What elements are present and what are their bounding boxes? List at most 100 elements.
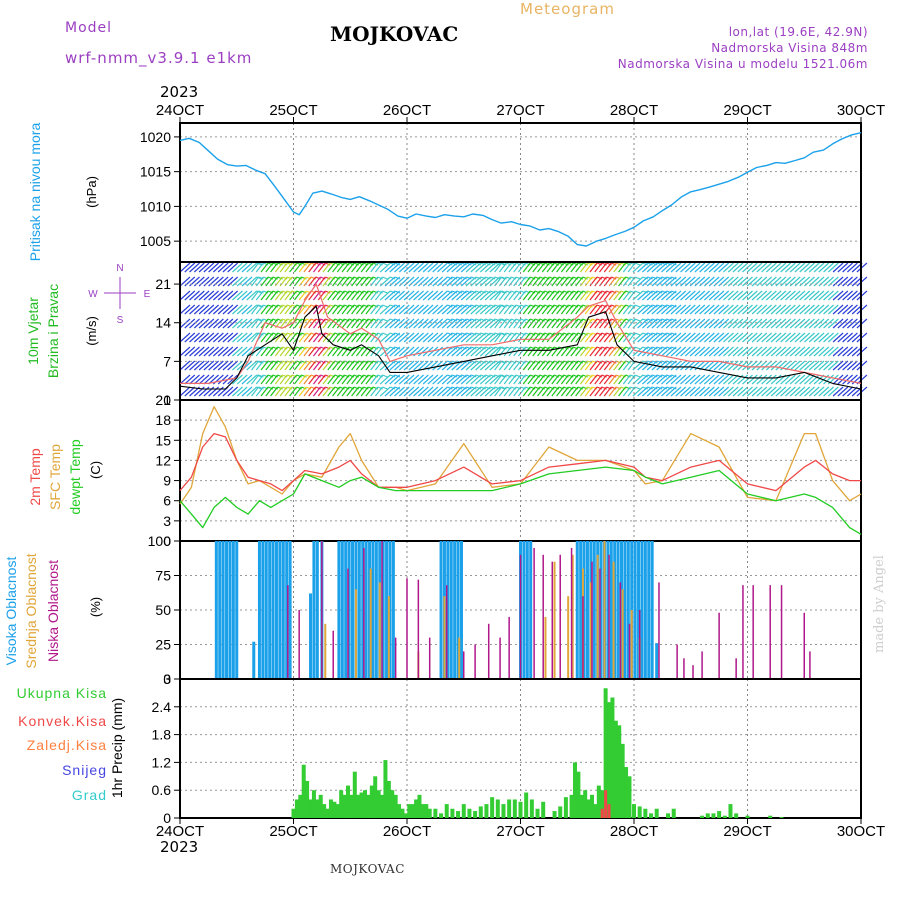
wind-barb	[522, 290, 531, 301]
wind-barb-flag	[456, 290, 463, 294]
cloud-bar-0	[643, 541, 647, 679]
wind-barb	[785, 374, 796, 385]
conv-precip-bar	[600, 808, 604, 818]
wind-barb	[618, 346, 627, 357]
wind-barb	[251, 332, 259, 343]
wind-barb	[708, 318, 720, 329]
precip-bar	[400, 808, 405, 818]
wind-barb-flag	[671, 374, 677, 378]
wind-barb	[332, 374, 341, 385]
wind-barb	[508, 332, 517, 343]
wind-barb	[632, 374, 644, 385]
wind-barb	[503, 360, 512, 371]
cloud-bar-2	[608, 554, 610, 679]
wind-barb	[313, 386, 321, 397]
wind-barb	[384, 386, 396, 397]
wind-barb-flag	[656, 374, 663, 378]
wind-barb	[837, 318, 849, 329]
wind-barb	[189, 276, 200, 287]
wind-barb-flag	[671, 262, 677, 266]
wind-barb	[212, 318, 224, 329]
wind-barb	[437, 290, 448, 301]
wind-barb	[456, 262, 467, 273]
wind-barb-flag	[447, 386, 453, 390]
wind-barb	[351, 332, 360, 343]
wind-barb	[846, 374, 858, 385]
wind-barb	[699, 276, 711, 287]
wind-barb	[556, 262, 565, 273]
cloud-bar-0	[337, 541, 341, 679]
wind-barb	[718, 386, 730, 397]
wind-barb	[346, 374, 355, 385]
wind-barb	[804, 386, 815, 397]
cloud-bar-0	[361, 541, 365, 679]
cloud-bar-1	[567, 596, 570, 679]
wind-barb	[308, 346, 317, 357]
wind-barb	[470, 386, 482, 397]
wind-barb	[355, 290, 364, 301]
precip-bar	[366, 794, 371, 818]
wind-barb	[665, 262, 677, 273]
wind-barb	[727, 386, 739, 397]
wind-barb	[708, 290, 720, 301]
wind-barb	[641, 276, 653, 287]
cloud-bar-0	[274, 541, 278, 679]
wind-barb	[775, 346, 787, 357]
wind-barb-flag	[466, 318, 472, 322]
cloud-bar-2	[463, 651, 465, 679]
wind-barb	[842, 290, 854, 301]
wind-barb	[632, 262, 644, 273]
wind-barb	[446, 304, 458, 315]
wind-barb	[732, 346, 744, 357]
wind-barb	[403, 332, 415, 343]
wind-barb	[527, 374, 536, 385]
wind-barb	[413, 318, 424, 329]
pressure-line	[179, 132, 862, 247]
wind-barb	[661, 374, 672, 385]
wind-barb	[799, 374, 811, 385]
wind-barb	[756, 386, 768, 397]
wind-barb	[699, 332, 711, 343]
wind-barb	[727, 304, 739, 315]
precip-bar	[558, 806, 563, 818]
y-tick-label: 21	[155, 392, 171, 408]
wind-barb-flag	[634, 276, 641, 280]
wind-barb	[322, 262, 331, 273]
wind-barb	[475, 346, 486, 357]
wind-barb	[756, 276, 768, 287]
wind-barb	[212, 360, 224, 371]
wind-barb	[765, 374, 777, 385]
wind-barb	[284, 386, 293, 397]
wind-barb	[560, 360, 569, 371]
wind-barb	[570, 332, 579, 343]
wind-barb	[670, 290, 682, 301]
wind-barb	[336, 304, 345, 315]
wind-barb	[527, 360, 536, 371]
cloud-bar-2	[701, 651, 703, 679]
wind-barb	[260, 346, 269, 357]
wind-barb	[222, 360, 234, 371]
wind-barb	[727, 346, 739, 357]
wind-barb	[646, 276, 658, 287]
cloud-bar-2	[769, 585, 771, 679]
wind-barb	[723, 262, 734, 273]
wind-barb-flag	[480, 304, 487, 308]
cloud-bar-0	[231, 541, 235, 679]
wind-barb	[799, 386, 811, 397]
wind-barb	[594, 332, 603, 343]
wind-barb-flag	[456, 386, 463, 390]
wind-barb	[527, 262, 536, 273]
wind-barb	[403, 346, 415, 357]
wind-barb	[785, 346, 796, 357]
wind-barb	[684, 374, 696, 385]
wind-barb	[508, 318, 517, 329]
wind-barb	[608, 290, 617, 301]
wind-barb-flag	[389, 304, 396, 308]
wind-barb	[360, 318, 369, 329]
cloud-bar-2	[658, 582, 660, 679]
wind-barb	[184, 304, 196, 315]
wind-barb	[198, 360, 210, 371]
wind-barb	[737, 374, 749, 385]
wind-barb	[517, 374, 526, 385]
wind-barb	[484, 332, 496, 343]
